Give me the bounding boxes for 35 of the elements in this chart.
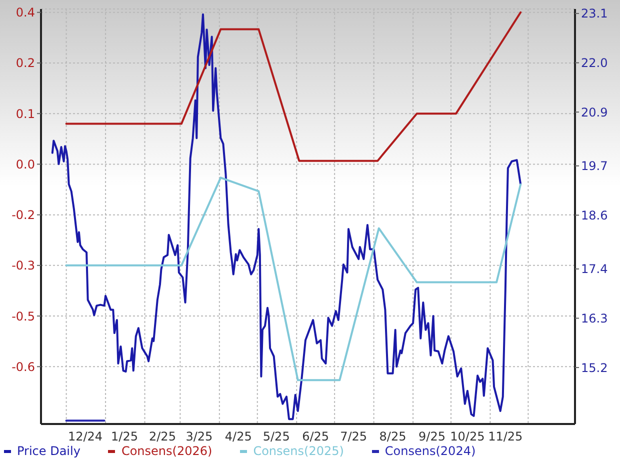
y-tick-label: 0.0 [16,157,35,172]
x-tick-label: 10/25 [450,430,485,444]
y2-tick-label: 22.0 [581,56,608,70]
legend-label: Consens(2026) [120,444,212,458]
x-tick-label: 5/25 [262,430,290,444]
x-tick-label: 4/25 [224,430,252,444]
y2-tick-label: 20.9 [581,105,608,120]
line-series [65,176,522,382]
x-tick-label: 2/25 [149,430,176,444]
y2-tick-label: 18.6 [581,208,608,222]
y2-tick-label: 15.2 [581,360,608,375]
x-tick-label: 3/25 [186,430,213,444]
x-tick-label: 1/25 [111,430,138,444]
y2-tick-label: 17.4 [581,262,608,276]
y2-tick-label: 23.1 [581,6,608,21]
y-tick-label: 0.2 [16,56,35,70]
x-tick-label: 8/25 [379,430,406,444]
y-tick-label: -0.3 [12,258,35,273]
y-tick-label: -0.2 [12,208,35,222]
x-tick-label: 12/24 [68,430,103,444]
y-tick-label: -0.6 [12,360,35,374]
x-tick-label: 9/25 [418,430,446,444]
y2-tick-label: 19.7 [581,159,608,174]
y2-tick-label: 16.3 [581,311,608,326]
y-tick-label: -0.5 [12,309,35,324]
x-tick-label: 7/25 [340,430,368,444]
line-series [51,13,522,420]
y-tick-label: 0.4 [16,6,35,20]
legend-label: Consens(2024) [384,444,476,458]
y-tick-label: 0.1 [16,106,35,121]
line-series [65,11,522,162]
x-tick-label: 6/25 [302,430,330,444]
x-tick-label: 11/25 [488,430,523,444]
legend-label: Price Daily [16,444,80,458]
legend-label: Consens(2025) [252,444,344,458]
